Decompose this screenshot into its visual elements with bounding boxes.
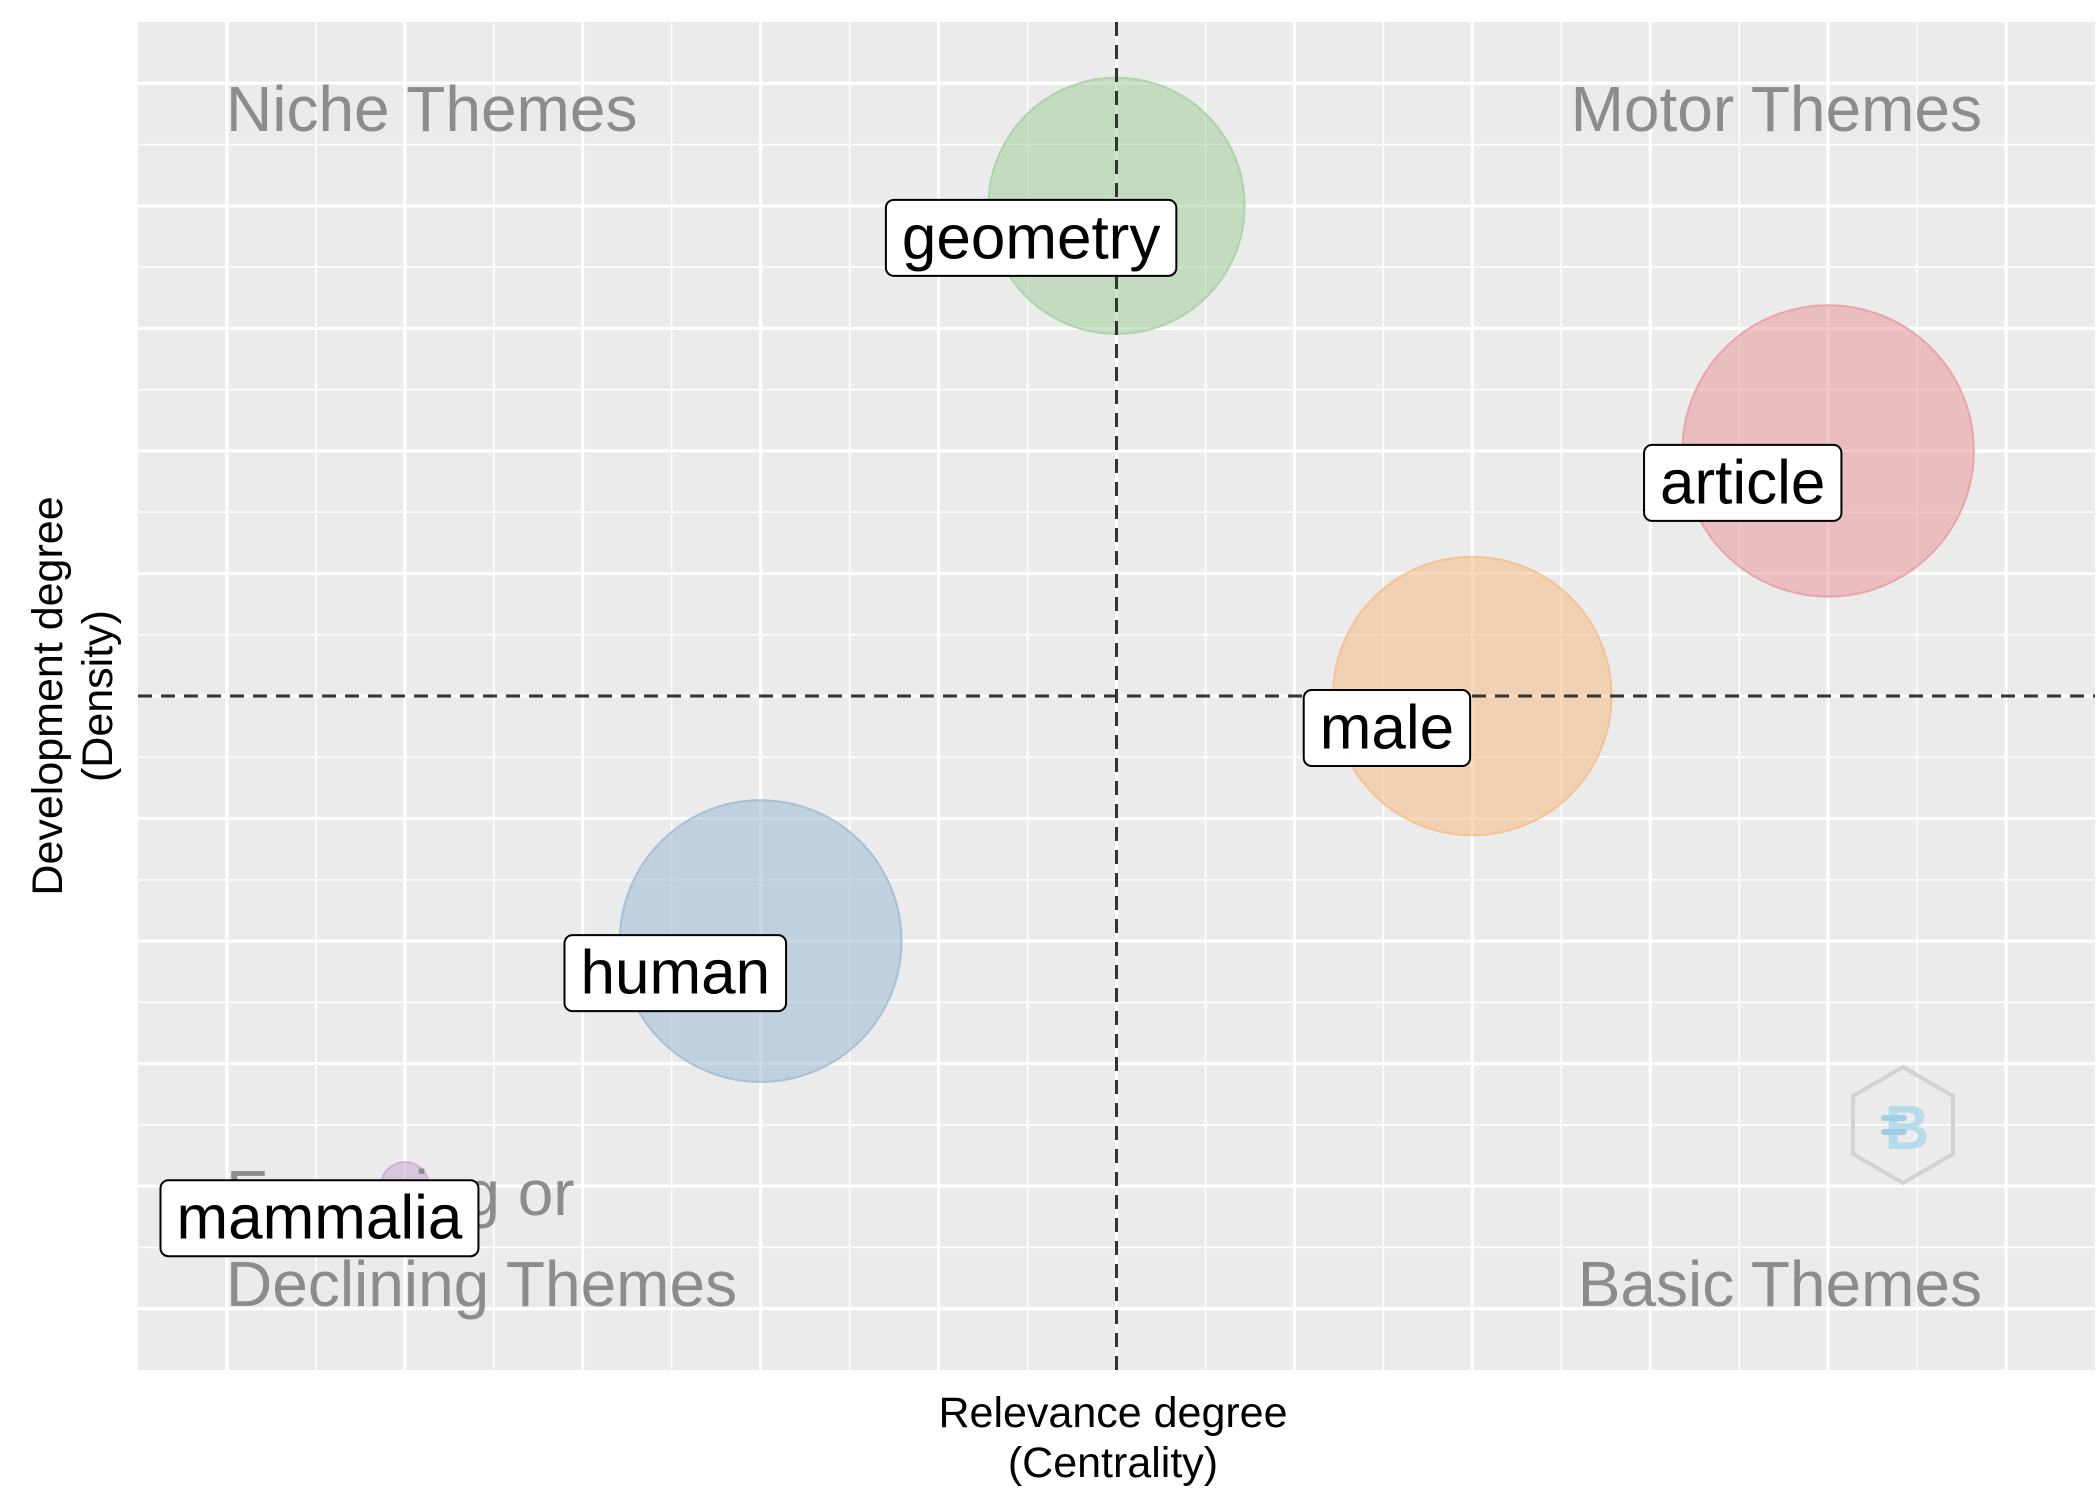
label-geometry: geometry bbox=[884, 198, 1178, 277]
quadrant-label-line: Niche Themes bbox=[226, 73, 637, 145]
x-axis-title-line-1: Relevance degree bbox=[938, 1389, 1287, 1437]
label-male: male bbox=[1302, 689, 1472, 768]
label-box-mammalia bbox=[159, 1179, 480, 1258]
x-axis-title-line-2: (Centrality) bbox=[1008, 1439, 1218, 1487]
quadrant-label-line: Declining Themes bbox=[226, 1248, 737, 1320]
quadrant-label-line: Basic Themes bbox=[1578, 1248, 1982, 1320]
label-article: article bbox=[1643, 443, 1843, 522]
bibliometrix-logo-icon: B bbox=[1851, 1064, 1955, 1186]
label-box-human bbox=[563, 934, 788, 1013]
bubble-labels: geometry article male human mammalia bbox=[159, 198, 1843, 1258]
label-text-geometry: geometry bbox=[902, 203, 1160, 272]
label-box-male bbox=[1302, 689, 1472, 768]
quadrant-label-basic: Basic Themes bbox=[1578, 1248, 1982, 1320]
label-text-article: article bbox=[1660, 448, 1825, 517]
quadrant-label-motor: Motor Themes bbox=[1571, 73, 1982, 145]
label-text-human: human bbox=[580, 939, 770, 1008]
label-box-article bbox=[1643, 443, 1843, 522]
label-box-geometry bbox=[884, 198, 1178, 277]
label-human: human bbox=[563, 934, 788, 1013]
y-axis-title-line-2: (Density) bbox=[74, 610, 122, 782]
logo-hexagon bbox=[1851, 1064, 1955, 1186]
logo-bar bbox=[1881, 1129, 1907, 1135]
quadrant-labels: Niche Themes Motor Themes Emerging orDec… bbox=[226, 73, 1982, 1320]
quadrant-label-line: Motor Themes bbox=[1571, 73, 1982, 145]
reference-lines bbox=[138, 22, 2095, 1370]
label-text-male: male bbox=[1320, 694, 1454, 763]
y-axis-title-line-1: Development degree bbox=[24, 496, 72, 895]
quadrant-label-niche: Niche Themes bbox=[226, 73, 637, 145]
label-text-mammalia: mammalia bbox=[176, 1184, 462, 1253]
logo-bar bbox=[1881, 1115, 1907, 1121]
label-mammalia: mammalia bbox=[159, 1179, 480, 1258]
logo-letter: B bbox=[1885, 1094, 1930, 1163]
